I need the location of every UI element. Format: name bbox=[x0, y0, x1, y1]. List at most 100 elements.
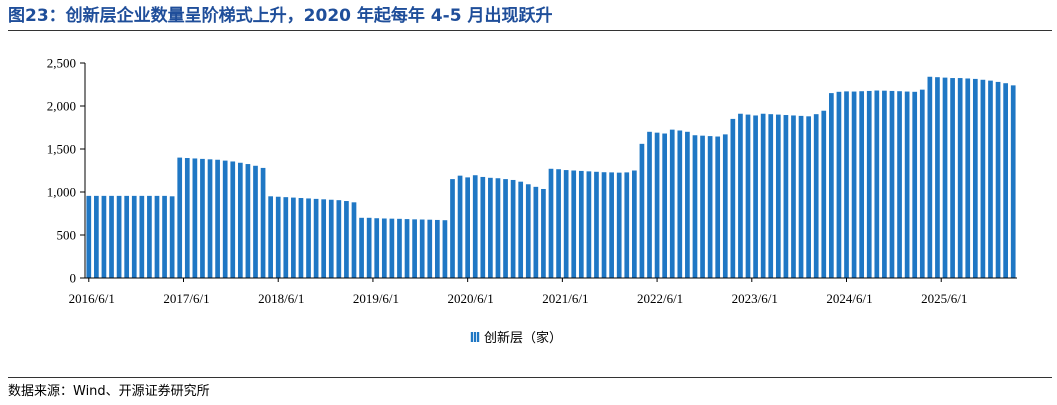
bar bbox=[321, 199, 327, 278]
bar bbox=[533, 186, 539, 278]
bar bbox=[919, 89, 925, 278]
x-tick-label: 2017/6/1 bbox=[163, 291, 209, 306]
bar bbox=[419, 219, 425, 278]
bar bbox=[472, 175, 478, 278]
bar bbox=[94, 195, 99, 278]
bar bbox=[889, 90, 895, 278]
bar bbox=[798, 115, 804, 278]
bar bbox=[162, 195, 167, 278]
bar bbox=[495, 178, 501, 278]
bar bbox=[753, 115, 758, 279]
bar bbox=[366, 217, 372, 278]
bar bbox=[124, 195, 130, 278]
bar bbox=[351, 202, 357, 278]
x-tick-label: 2024/6/1 bbox=[826, 291, 872, 306]
bar bbox=[677, 130, 683, 278]
bar bbox=[813, 114, 819, 278]
bar bbox=[344, 201, 349, 278]
bar bbox=[935, 77, 940, 278]
bar bbox=[1010, 85, 1016, 278]
bar bbox=[548, 168, 554, 278]
bar bbox=[942, 77, 948, 279]
bar bbox=[988, 80, 993, 278]
bar bbox=[101, 195, 107, 278]
bar bbox=[563, 170, 569, 278]
bar bbox=[639, 143, 645, 278]
bar bbox=[177, 157, 183, 278]
y-tick-label: 0 bbox=[70, 271, 77, 286]
bar bbox=[184, 158, 190, 278]
bar bbox=[912, 91, 918, 278]
bar bbox=[556, 169, 561, 278]
bar bbox=[707, 136, 713, 278]
x-tick-label: 2021/6/1 bbox=[542, 291, 588, 306]
bar bbox=[131, 195, 137, 278]
bar bbox=[200, 158, 205, 278]
bar bbox=[412, 219, 417, 278]
bar bbox=[685, 131, 690, 278]
bar bbox=[480, 176, 486, 278]
y-tick-label: 2,000 bbox=[47, 99, 76, 114]
bar bbox=[980, 79, 986, 279]
source-divider bbox=[8, 377, 1052, 378]
title-divider bbox=[8, 30, 1052, 31]
bar bbox=[791, 115, 796, 279]
bar bbox=[904, 91, 910, 278]
legend: 创新层（家） bbox=[470, 330, 562, 346]
bar bbox=[836, 91, 842, 278]
bar bbox=[722, 134, 728, 278]
bar bbox=[844, 91, 849, 278]
bar bbox=[851, 91, 857, 278]
x-tick-label: 2018/6/1 bbox=[258, 291, 304, 306]
bar bbox=[86, 195, 92, 278]
bar bbox=[518, 181, 524, 278]
bar bbox=[882, 90, 887, 278]
bar bbox=[715, 136, 721, 278]
x-axis: 2016/6/1 2017/6/1 2018/6/1 2019/6/1 2020/6/1… bbox=[69, 277, 1017, 306]
bar bbox=[669, 129, 675, 278]
bar bbox=[207, 159, 213, 278]
bar bbox=[700, 135, 705, 278]
x-tick-label: 2020/6/1 bbox=[448, 291, 494, 306]
y-axis: 0 500 1,000 1,500 2,000 2,500 bbox=[47, 56, 86, 286]
bar bbox=[192, 158, 198, 278]
bar bbox=[525, 184, 531, 278]
bar bbox=[116, 195, 122, 278]
bar bbox=[389, 218, 395, 278]
bar bbox=[374, 218, 380, 278]
chart-title: 图23：创新层企业数量呈阶梯式上升，2020 年起每年 4-5 月出现跃升 bbox=[8, 6, 553, 26]
bar bbox=[328, 199, 334, 278]
bar bbox=[268, 196, 273, 278]
bar bbox=[586, 171, 592, 278]
bar bbox=[510, 179, 516, 278]
bar bbox=[298, 198, 304, 278]
bar bbox=[275, 196, 281, 278]
bar bbox=[109, 195, 114, 278]
x-tick-label: 2019/6/1 bbox=[353, 291, 399, 306]
bar bbox=[995, 81, 1001, 278]
bar bbox=[692, 135, 698, 278]
bar bbox=[291, 197, 296, 278]
bar bbox=[594, 171, 599, 278]
legend-label: 创新层（家） bbox=[484, 330, 562, 346]
bar bbox=[760, 113, 766, 279]
bar bbox=[571, 170, 577, 278]
bar bbox=[381, 218, 387, 278]
bar bbox=[654, 132, 660, 278]
bar bbox=[488, 177, 493, 278]
bar bbox=[829, 93, 834, 278]
bar bbox=[775, 114, 781, 278]
bar bbox=[230, 161, 236, 278]
bar bbox=[616, 172, 622, 278]
x-tick-label: 2025/6/1 bbox=[921, 291, 967, 306]
bar bbox=[253, 165, 258, 278]
bar bbox=[359, 217, 364, 278]
x-tick-label: 2022/6/1 bbox=[637, 291, 683, 306]
bar bbox=[578, 170, 584, 278]
bar bbox=[139, 195, 145, 278]
source-note: 数据来源：Wind、开源证券研究所 bbox=[8, 384, 210, 399]
bar bbox=[154, 195, 160, 278]
y-tick-label: 1,000 bbox=[47, 185, 76, 200]
bar bbox=[260, 167, 266, 278]
bar bbox=[404, 219, 410, 278]
